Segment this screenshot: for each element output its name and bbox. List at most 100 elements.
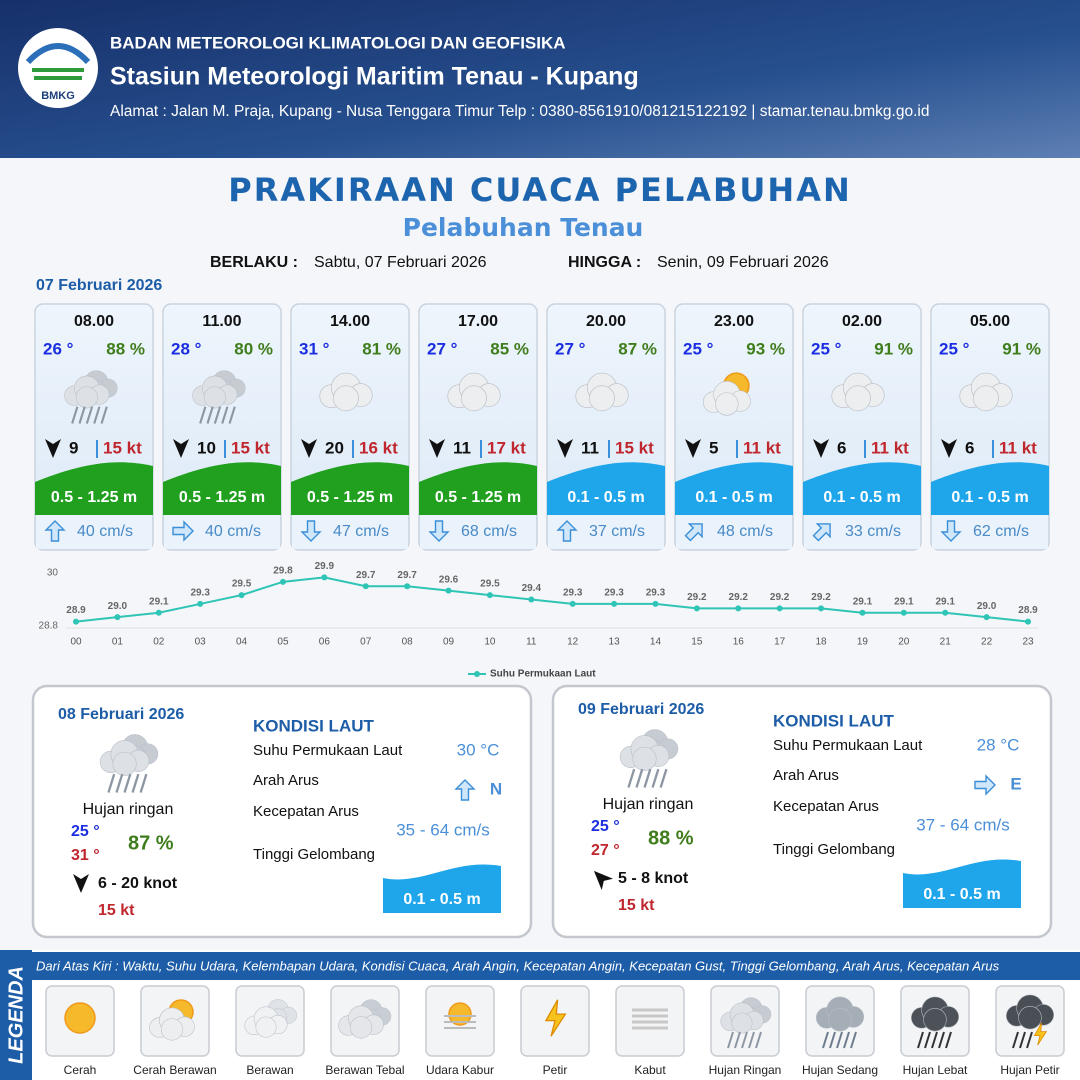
cloud-shape — [619, 735, 670, 771]
sst-point — [900, 609, 907, 616]
cloud-part — [349, 1016, 373, 1039]
rain-drop — [100, 406, 108, 424]
weather-icon — [192, 370, 246, 424]
current-dir-arrow — [454, 779, 476, 801]
weather-icon — [99, 734, 159, 793]
day-humidity: 87 % — [128, 832, 174, 854]
value-label: 29.5 — [480, 579, 500, 590]
slot-humidity: 93 % — [746, 339, 785, 358]
current-arrow — [428, 520, 450, 542]
x-tick-label: 19 — [857, 637, 869, 648]
slot-wave: 0.5 - 1.25 m — [51, 489, 137, 506]
slot-current: 37 cm/s — [589, 523, 645, 540]
cloud-shape — [702, 381, 751, 416]
x-tick-label: 16 — [733, 637, 745, 648]
current-dir: E — [1010, 774, 1021, 793]
sst-point — [445, 587, 452, 594]
day-wind: 6 - 20 knot — [98, 875, 178, 892]
value-label: 29.3 — [563, 588, 583, 599]
slot-wind: 9 — [69, 438, 78, 457]
cloud-part — [845, 385, 871, 412]
x-tick-label: 12 — [567, 637, 579, 648]
weather-icon — [338, 999, 392, 1039]
cloud-part — [75, 386, 98, 409]
rain-drop — [748, 1031, 755, 1049]
sst-point — [528, 596, 535, 603]
slot-wave: 0.5 - 1.25 m — [179, 489, 265, 506]
wind-arrow — [685, 439, 701, 458]
cloud-shape — [99, 740, 150, 776]
x-tick-label: 03 — [195, 637, 207, 648]
slot-gust: 11 kt — [871, 438, 909, 457]
rain-drop — [93, 406, 101, 424]
weather-icon — [64, 1002, 96, 1034]
weather-icon — [149, 999, 195, 1041]
slot-wave: 0.5 - 1.25 m — [435, 489, 521, 506]
slot-wind: 6 — [965, 438, 974, 457]
slot-gust: 16 kt — [359, 438, 398, 457]
x-tick-label: 05 — [277, 637, 289, 648]
x-tick-label: 01 — [112, 637, 124, 648]
x-tick-label: 13 — [609, 637, 621, 648]
logo-arc — [25, 43, 91, 65]
sst-point — [321, 574, 328, 581]
sst-point — [114, 614, 121, 621]
wave-shape — [675, 462, 793, 515]
day-date: 08 Februari 2026 — [58, 706, 184, 723]
day-wind: 5 - 8 knot — [618, 870, 689, 887]
cloud-shape — [959, 372, 1013, 412]
sun — [64, 1002, 96, 1034]
legend-note: Dari Atas Kiri : Waktu, Suhu Udara, Kele… — [36, 958, 1000, 973]
slot-gust: 15 kt — [103, 438, 142, 457]
cloud-shape — [815, 996, 865, 1032]
sst-value: 28 °C — [977, 735, 1020, 754]
wind-arrow — [557, 439, 573, 458]
slot-current: 62 cm/s — [973, 523, 1029, 540]
cloud-shape — [910, 996, 960, 1032]
slot-time: 14.00 — [330, 313, 370, 330]
sst-point — [73, 618, 79, 625]
wind-arrow — [173, 439, 189, 458]
wave-box — [383, 864, 501, 913]
current-speed: 37 - 64 cm/s — [916, 815, 1010, 834]
weather-icon — [815, 996, 865, 1049]
rain-drop — [741, 1031, 748, 1049]
sst-point — [735, 605, 742, 612]
weather-icon — [959, 372, 1013, 412]
cloud-part — [160, 1018, 184, 1041]
valid-from: Sabtu, 07 Februari 2026 — [314, 254, 487, 271]
slot-wind: 11 — [453, 438, 471, 457]
legend-item: Cerah — [64, 1063, 97, 1077]
value-label: 29.4 — [522, 583, 542, 594]
value-label: 29.3 — [190, 588, 210, 599]
wave-shape — [803, 462, 921, 515]
cloud-part — [731, 1012, 753, 1034]
sst-point — [693, 605, 700, 612]
wave-box — [903, 859, 1021, 908]
sun — [448, 1002, 472, 1026]
sst-point — [983, 614, 990, 621]
slot-temp: 31 ° — [299, 339, 330, 358]
slot-current: 40 cm/s — [205, 523, 261, 540]
wave-shape — [547, 462, 665, 515]
sea-label: Kecepatan Arus — [773, 798, 879, 815]
rain-drop — [822, 1031, 829, 1049]
rain-drop — [85, 406, 94, 424]
value-label: 29.0 — [977, 601, 997, 612]
day-wave: 0.1 - 0.5 m — [923, 886, 1000, 903]
sst-point — [155, 609, 162, 616]
wave-shape — [35, 462, 153, 515]
legend-item: Hujan Petir — [1000, 1063, 1059, 1077]
legend-item: Berawan — [246, 1063, 293, 1077]
header-band — [0, 0, 1080, 158]
slot-time: 17.00 — [458, 313, 498, 330]
slot-time: 23.00 — [714, 313, 754, 330]
rain-drop — [139, 773, 148, 793]
rain-drop — [917, 1031, 924, 1049]
value-label: 29.2 — [811, 592, 831, 603]
rain-drop — [659, 768, 668, 788]
sea-label: Tinggi Gelombang — [773, 841, 895, 858]
slot-time: 08.00 — [74, 313, 114, 330]
slot-humidity: 91 % — [874, 339, 913, 358]
day-panel — [31, 684, 533, 939]
